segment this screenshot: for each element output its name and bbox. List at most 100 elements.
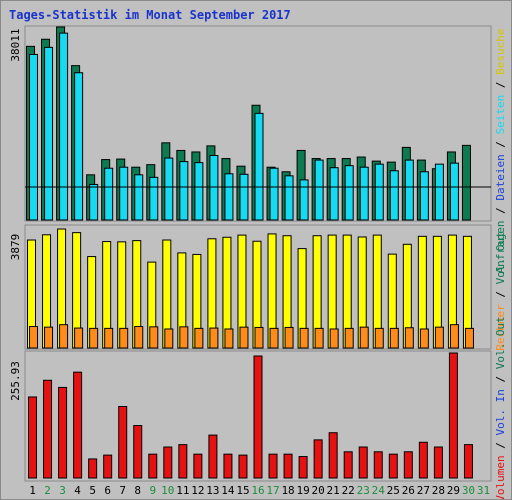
bar-dateien-day-10 <box>164 157 174 221</box>
bar-dateien-day-2 <box>44 46 54 221</box>
bar-rechner-day-2 <box>44 326 54 349</box>
bar-dateien-day-13 <box>209 155 219 221</box>
bar-volumen-day-12 <box>193 453 203 479</box>
bottom-right-legend-part: Vol. In <box>494 389 507 435</box>
bar-dateien-day-28 <box>434 163 444 221</box>
middle-right-legend-part: Vol. Out <box>494 231 507 284</box>
bar-volumen-day-8 <box>133 425 143 479</box>
x-tick-28: 28 <box>432 484 445 497</box>
bar-dateien-day-23 <box>359 166 369 221</box>
bar-rechner-day-21 <box>329 328 339 349</box>
bar-volumen-day-23 <box>358 446 368 479</box>
bar-dateien-day-17 <box>269 167 279 221</box>
chart-title: Tages-Statistik im Monat September 2017 <box>9 8 291 22</box>
middle-right-legend: Rechner / Vol. Out <box>494 231 507 350</box>
x-tick-7: 7 <box>119 484 126 497</box>
bar-dateien-day-26 <box>404 159 414 221</box>
bar-volumen-day-20 <box>313 439 323 479</box>
bar-dateien-day-19 <box>299 179 309 221</box>
x-tick-6: 6 <box>104 484 111 497</box>
bar-volumen-day-11 <box>178 444 188 479</box>
bar-volumen-day-22 <box>343 451 353 479</box>
bar-volumen-day-30 <box>463 444 473 479</box>
bar-anfragen-day-30 <box>461 144 471 221</box>
x-tick-31: 31 <box>477 484 490 497</box>
bar-rechner-day-29 <box>449 324 459 349</box>
top-right-legend-part: / <box>494 134 507 154</box>
bar-dateien-day-18 <box>284 175 294 221</box>
bar-volumen-day-27 <box>418 441 428 479</box>
top-right-legend: Anfragen / Dateien / Seiten / Besuche <box>494 28 507 273</box>
bar-volumen-day-9 <box>148 453 158 479</box>
bottom-right-legend-part: Vol. Out <box>494 316 507 369</box>
bar-volumen-day-14 <box>223 453 233 479</box>
x-tick-3: 3 <box>59 484 66 497</box>
bar-volumen-day-26 <box>403 451 413 479</box>
x-tick-24: 24 <box>372 484 386 497</box>
bar-rechner-day-7 <box>119 327 129 349</box>
bar-dateien-day-12 <box>194 162 204 221</box>
bottom-panel-ymax-label: 255.93 <box>9 361 22 401</box>
bar-dateien-day-8 <box>134 174 144 221</box>
bar-volumen-day-21 <box>328 432 338 479</box>
bar-dateien-day-20 <box>314 159 324 221</box>
bar-rechner-day-20 <box>314 327 324 349</box>
x-tick-2: 2 <box>44 484 51 497</box>
bar-dateien-day-1 <box>29 53 39 221</box>
bar-rechner-day-23 <box>359 326 369 349</box>
x-tick-20: 20 <box>312 484 325 497</box>
bar-dateien-day-9 <box>149 176 159 221</box>
bar-volumen-day-2 <box>43 379 53 479</box>
bar-volumen-day-17 <box>268 453 278 479</box>
bar-dateien-day-5 <box>89 183 99 221</box>
top-right-legend-part: / <box>494 201 507 221</box>
bottom-right-legend-part: Volumen <box>494 455 507 499</box>
bar-rechner-day-18 <box>284 326 294 349</box>
top-panel-ymax-label: 38011 <box>9 28 22 61</box>
bar-volumen-day-4 <box>73 371 83 479</box>
bar-rechner-day-12 <box>194 327 204 349</box>
bottom-right-legend-part: / <box>494 369 507 389</box>
bar-rechner-day-24 <box>374 327 384 349</box>
bar-dateien-day-3 <box>59 32 69 221</box>
x-tick-4: 4 <box>74 484 81 497</box>
bar-rechner-day-17 <box>269 327 279 349</box>
x-tick-29: 29 <box>447 484 460 497</box>
bar-dateien-day-15 <box>239 173 249 221</box>
bar-dateien-day-27 <box>419 171 429 221</box>
bar-volumen-day-10 <box>163 446 173 479</box>
top-right-legend-part: Dateien <box>494 154 507 200</box>
middle-panel-ymax-label: 3879 <box>9 234 22 261</box>
x-tick-18: 18 <box>281 484 294 497</box>
bar-rechner-day-4 <box>74 327 84 349</box>
x-tick-11: 11 <box>176 484 189 497</box>
x-tick-12: 12 <box>191 484 204 497</box>
top-right-legend-part: Seiten <box>494 95 507 135</box>
bar-dateien-day-4 <box>74 72 84 221</box>
bar-volumen-day-6 <box>103 454 113 479</box>
bar-dateien-day-7 <box>119 166 129 221</box>
top-right-legend-part: Besuche <box>494 28 507 74</box>
bottom-right-legend: Volumen / Vol. In / Vol. Out <box>494 316 507 499</box>
x-tick-14: 14 <box>221 484 235 497</box>
x-tick-1: 1 <box>29 484 36 497</box>
bar-rechner-day-11 <box>179 326 189 349</box>
bar-volumen-day-28 <box>433 446 443 479</box>
bar-rechner-day-3 <box>59 324 69 349</box>
bar-volumen-day-13 <box>208 434 218 479</box>
bar-volumen-day-29 <box>448 352 458 479</box>
x-tick-19: 19 <box>296 484 309 497</box>
x-tick-30: 30 <box>462 484 475 497</box>
bar-rechner-day-25 <box>389 327 399 349</box>
bar-rechner-day-9 <box>149 326 159 349</box>
x-tick-13: 13 <box>206 484 219 497</box>
bar-volumen-day-7 <box>118 405 128 479</box>
bar-rechner-day-19 <box>299 327 309 349</box>
x-tick-5: 5 <box>89 484 96 497</box>
middle-right-legend-part: / <box>494 284 507 304</box>
bar-volumen-day-15 <box>238 454 248 479</box>
bar-rechner-day-30 <box>464 327 474 349</box>
top-right-legend-part: / <box>494 75 507 95</box>
x-tick-27: 27 <box>417 484 430 497</box>
